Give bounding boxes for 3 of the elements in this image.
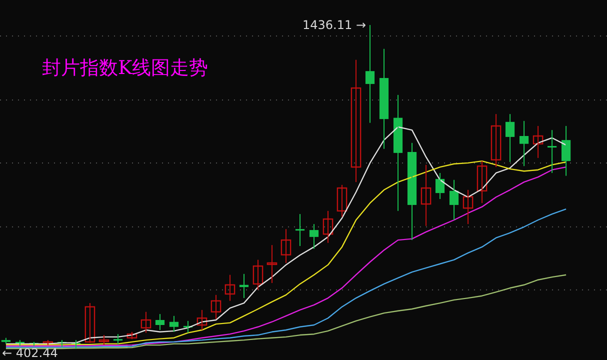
annotation: ← 402.44 — [2, 346, 58, 360]
annotation: 1436.11 → — [302, 18, 366, 32]
text: 封片指数K线图走势 — [42, 57, 208, 79]
